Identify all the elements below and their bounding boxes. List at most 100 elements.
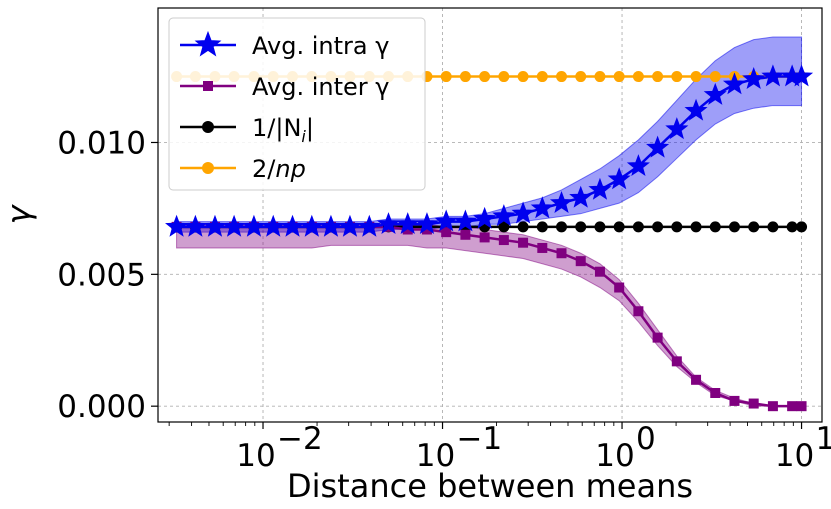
data-point-1-n-i xyxy=(786,221,798,233)
data-point-avg-intra xyxy=(261,214,285,237)
legend-label-text: 2/ xyxy=(252,155,276,183)
legend-label-text: Avg. inter γ xyxy=(252,73,389,101)
data-point-avg-intra xyxy=(511,201,535,224)
band-avg-intra- xyxy=(176,36,803,233)
band-avg-inter- xyxy=(176,223,802,407)
x-tick-label: 10 xyxy=(775,438,814,474)
data-point-avg-inter xyxy=(748,398,759,409)
data-point-avg-intra xyxy=(376,212,401,235)
y-tick-label: 0.005 xyxy=(57,257,146,293)
x-ticks: 10 −2 10 −1 10 0 10 1 xyxy=(168,421,831,474)
data-point-avg-inter xyxy=(402,224,413,235)
data-point-avg-intra xyxy=(242,214,266,237)
data-point-avg-intra xyxy=(183,214,207,237)
data-point-avg-intra xyxy=(588,177,612,200)
data-point-2-np xyxy=(517,71,529,83)
data-point-1-n-i xyxy=(498,221,510,233)
data-point-avg-intra xyxy=(453,209,477,232)
data-point-avg-inter xyxy=(652,332,663,343)
data-point-2-np xyxy=(498,71,510,83)
x-tick-label: 10 xyxy=(595,438,634,474)
data-point-1-n-i xyxy=(709,221,721,233)
data-point-2-np xyxy=(652,71,664,83)
data-point-avg-inter xyxy=(729,395,740,406)
data-point-avg-inter xyxy=(575,256,586,267)
data-point-avg-intra xyxy=(607,167,631,190)
plot-frame xyxy=(157,7,823,423)
data-point-avg-inter xyxy=(518,237,529,248)
data-point-avg-inter xyxy=(787,401,798,412)
data-point-avg-inter xyxy=(537,242,548,253)
y-tick-label: 0.000 xyxy=(57,389,146,425)
data-point-avg-intra xyxy=(222,214,246,237)
data-point-avg-intra xyxy=(684,98,708,121)
data-point-1-n-i xyxy=(632,221,644,233)
data-point-avg-intra xyxy=(722,72,747,95)
data-point-avg-intra xyxy=(761,64,785,87)
data-point-2-np xyxy=(594,71,606,83)
legend-label: Avg. inter γ xyxy=(252,73,389,101)
data-point-avg-intra xyxy=(569,185,593,208)
data-point-avg-intra xyxy=(338,214,362,237)
data-point-avg-intra xyxy=(415,212,439,235)
data-point-2-np xyxy=(536,71,548,83)
data-point-avg-inter xyxy=(460,229,471,240)
data-point-1-n-i xyxy=(748,221,760,233)
data-point-1-n-i xyxy=(556,221,568,233)
data-point-1-n-i xyxy=(613,221,625,233)
data-point-avg-inter xyxy=(796,401,807,412)
y-axis-label: γ xyxy=(0,203,38,224)
data-point-avg-inter xyxy=(479,232,490,243)
data-point-avg-intra xyxy=(473,206,497,229)
data-point-avg-inter xyxy=(633,306,644,317)
data-point-1-n-i xyxy=(796,221,808,233)
legend-label-suffix: | xyxy=(306,114,314,142)
data-point-avg-intra xyxy=(492,204,516,227)
y-ticks: 0.000 0.005 0.010 xyxy=(57,125,158,425)
legend-label: 2/np xyxy=(252,155,306,183)
data-point-2-np xyxy=(671,71,683,83)
data-point-avg-inter xyxy=(671,356,682,367)
data-point-2-np xyxy=(690,71,702,83)
data-point-avg-inter xyxy=(614,282,625,293)
data-point-avg-inter xyxy=(767,401,778,412)
data-point-2-np xyxy=(613,71,625,83)
data-point-1-n-i xyxy=(767,221,779,233)
data-point-avg-intra xyxy=(789,64,814,87)
data-point-1-n-i xyxy=(517,221,529,233)
data-point-avg-inter xyxy=(421,224,432,235)
data-point-2-np xyxy=(632,71,644,83)
data-point-avg-intra xyxy=(530,196,554,219)
data-point-avg-intra xyxy=(665,117,689,140)
x-tick-label: 10 xyxy=(236,438,275,474)
legend-label-text: Avg. intra γ xyxy=(252,32,389,60)
y-tick-label: 0.010 xyxy=(57,125,146,161)
data-point-avg-inter xyxy=(691,374,702,385)
x-tick-exponent: −2 xyxy=(277,421,323,457)
data-point-avg-inter xyxy=(710,387,721,398)
data-point-avg-intra xyxy=(646,135,670,158)
data-point-avg-intra xyxy=(434,209,458,232)
data-point-1-n-i xyxy=(652,221,664,233)
data-point-avg-inter xyxy=(498,235,509,246)
x-tick-exponent: 1 xyxy=(816,421,831,457)
data-point-2-np xyxy=(709,71,721,83)
legend-box xyxy=(168,17,426,191)
data-point-avg-intra xyxy=(280,214,305,237)
data-point-1-n-i xyxy=(536,221,548,233)
x-axis-label: Distance between means xyxy=(287,467,693,505)
data-point-1-n-i xyxy=(671,221,683,233)
data-point-avg-intra xyxy=(396,212,420,235)
data-point-2-np xyxy=(575,71,587,83)
data-point-avg-inter xyxy=(441,227,452,238)
data-point-2-np xyxy=(440,71,452,83)
data-point-1-n-i xyxy=(594,221,606,233)
data-point-1-n-i xyxy=(690,221,702,233)
legend-marker xyxy=(202,162,214,174)
x-tick-exponent: −1 xyxy=(457,421,503,457)
series-line-avg-intra xyxy=(176,75,802,229)
legend-marker xyxy=(203,81,213,91)
legend-label-italic: np xyxy=(275,155,305,183)
